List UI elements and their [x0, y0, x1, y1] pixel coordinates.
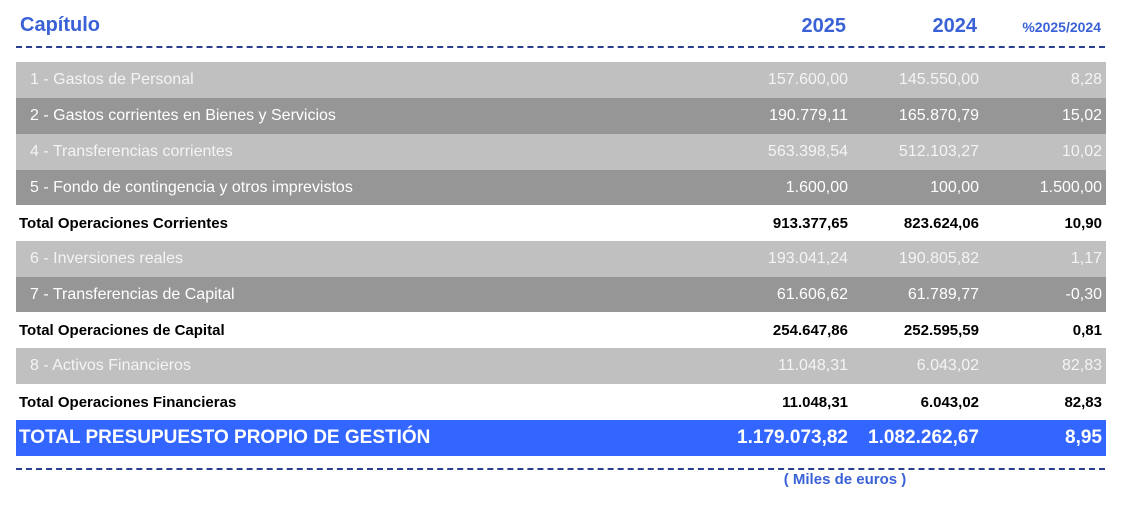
table-row: 1 - Gastos de Personal 157.600,00 145.550,…	[16, 62, 1106, 98]
percent-change: 1.500,00	[1039, 178, 1102, 196]
header-title: Capítulo	[20, 14, 100, 36]
percent-change: -0,30	[1065, 285, 1102, 303]
table-row: 5 - Fondo de contingencia y otros imprev…	[16, 170, 1106, 205]
column-header: 2024	[932, 15, 978, 37]
value-2024: 190.805,82	[898, 250, 979, 267]
value-2025: 254.647,86	[772, 321, 848, 339]
percent-change: 10,02	[1061, 143, 1102, 160]
value-2024: 145.550,00	[898, 71, 979, 88]
row-label: 7 - Transferencias de Capital	[30, 285, 235, 303]
separator	[16, 468, 1105, 470]
table-row: 8 - Activos Financieros 11.048,31 6.043,02…	[16, 348, 1106, 384]
row-label: TOTAL PRESUPUESTO PROPIO DE GESTIÓN	[19, 427, 431, 448]
footnote: ( Miles de euros )	[783, 471, 907, 488]
percent-change: 8,28	[1070, 71, 1102, 88]
percent-change: 82,83	[1061, 357, 1102, 374]
value-2025: 190.779,11	[769, 107, 848, 124]
row-label: 4 - Transferencias corrientes	[30, 143, 233, 160]
row-label: 5 - Fondo de contingencia y otros imprev…	[30, 178, 353, 196]
percent-change: 0,81	[1072, 321, 1102, 339]
value-2024: 6.043,02	[920, 393, 979, 411]
percent-change: 82,83	[1064, 393, 1102, 411]
table-row: 7 - Transferencias de Capital 61.606,62 61…	[16, 277, 1106, 312]
value-2025: 61.606,62	[776, 285, 848, 303]
table-row: 4 - Transferencias corrientes 563.398,54 5…	[16, 134, 1106, 170]
table-row: TOTAL PRESUPUESTO PROPIO DE GESTIÓN 1.179…	[16, 420, 1106, 456]
row-label: 6 - Inversiones reales	[30, 250, 183, 267]
percent-change: 15,02	[1061, 107, 1102, 124]
row-label: Total Operaciones Financieras	[19, 393, 237, 411]
value-2025: 11.048,31	[778, 357, 848, 374]
percent-change: 1,17	[1070, 250, 1102, 267]
value-2024: 100,00	[930, 178, 979, 196]
row-label: 8 - Activos Financieros	[30, 357, 191, 374]
column-header: %2025/2024	[1022, 19, 1101, 35]
row-label: 1 - Gastos de Personal	[30, 71, 194, 88]
value-2024: 1.082.262,67	[868, 427, 979, 448]
row-label: Total Operaciones Corrientes	[19, 214, 228, 232]
value-2024: 512.103,27	[898, 143, 979, 160]
value-2025: 193.041,24	[767, 250, 848, 267]
value-2025: 563.398,54	[767, 143, 848, 160]
percent-change: 10,90	[1064, 214, 1102, 232]
table-row: Total Operaciones Financieras 11.048,31 6.…	[16, 384, 1106, 420]
value-2024: 6.043,02	[916, 357, 979, 374]
value-2024: 165.870,79	[898, 107, 979, 124]
row-label: 2 - Gastos corrientes en Bienes y Servic…	[30, 107, 336, 124]
value-2025: 11.048,31	[782, 393, 848, 411]
row-label: Total Operaciones de Capital	[19, 321, 225, 339]
table-row: Total Operaciones de Capital 254.647,86 25…	[16, 312, 1106, 348]
table-row: 6 - Inversiones reales 193.041,24 190.805,…	[16, 241, 1106, 277]
separator	[16, 46, 1105, 48]
value-2025: 913.377,65	[772, 214, 848, 232]
table-row: 2 - Gastos corrientes en Bienes y Servic…	[16, 98, 1106, 134]
value-2025: 1.179.073,82	[737, 427, 848, 448]
table-row: Total Operaciones Corrientes 913.377,65 82…	[16, 205, 1106, 241]
value-2024: 823.624,06	[903, 214, 979, 232]
value-2024: 61.789,77	[907, 285, 979, 303]
value-2024: 252.595,59	[903, 321, 979, 339]
value-2025: 157.600,00	[767, 71, 848, 88]
column-header: 2025	[801, 15, 847, 37]
value-2025: 1.600,00	[785, 178, 848, 196]
percent-change: 8,95	[1065, 427, 1102, 448]
